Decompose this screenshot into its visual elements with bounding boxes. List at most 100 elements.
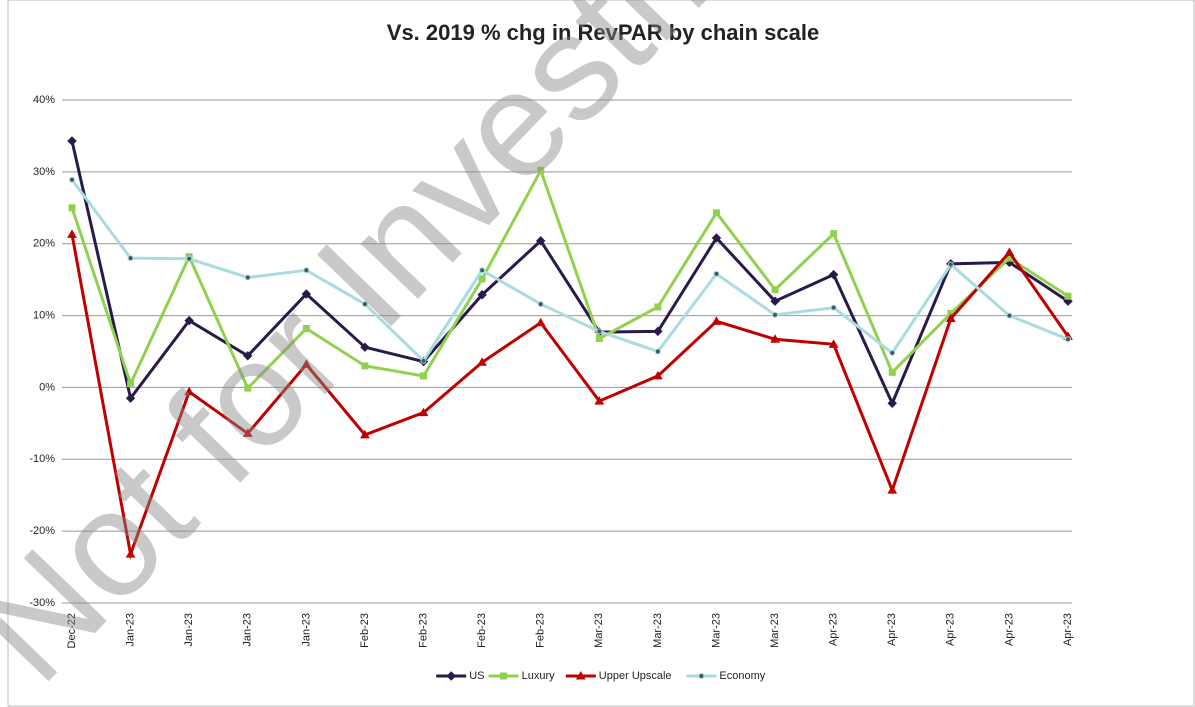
x-tick-label: Apr-23 <box>1062 613 1074 646</box>
x-tick-label: Apr-23 <box>886 613 898 646</box>
x-tick-label: Apr-23 <box>828 613 840 646</box>
series-line <box>70 166 1069 391</box>
point <box>1065 336 1071 343</box>
point <box>360 429 370 439</box>
point <box>713 270 720 277</box>
x-tick-label: Feb-23 <box>417 613 429 648</box>
point <box>478 275 486 283</box>
point <box>500 672 508 680</box>
point <box>127 255 134 262</box>
y-tick-label: 20% <box>33 238 55 250</box>
point <box>711 316 722 325</box>
point <box>575 670 586 680</box>
y-tick-label: 10% <box>33 309 55 321</box>
point <box>772 311 779 318</box>
x-tick-label: Jan-23 <box>300 613 312 647</box>
y-tick-label: 30% <box>33 166 55 178</box>
point <box>654 348 661 355</box>
legend-label: Economy <box>719 670 765 682</box>
point <box>479 267 486 274</box>
y-tick-label: 0% <box>39 381 55 393</box>
x-tick-label: Mar-23 <box>710 613 722 648</box>
x-tick-label: Jan-23 <box>183 613 195 647</box>
legend-label: US <box>469 670 484 682</box>
point <box>361 301 368 308</box>
point <box>698 673 705 679</box>
point <box>184 386 195 396</box>
point <box>301 289 312 299</box>
y-tick-label: -10% <box>29 453 55 465</box>
series-line <box>70 178 1069 364</box>
point <box>595 335 603 343</box>
point <box>301 359 312 368</box>
x-tick-label: Mar-23 <box>652 613 664 648</box>
point <box>770 334 780 343</box>
point <box>1004 247 1015 256</box>
point <box>186 255 193 262</box>
x-tick-label: Feb-23 <box>476 613 488 648</box>
point <box>828 339 839 348</box>
point <box>535 236 546 246</box>
y-tick-label: -20% <box>29 525 55 537</box>
point <box>244 384 252 392</box>
point <box>947 261 954 268</box>
x-tick-label: Dec-22 <box>66 613 78 648</box>
point <box>418 407 429 417</box>
point <box>653 370 663 380</box>
x-tick-label: Jan-23 <box>124 613 136 647</box>
point <box>1006 312 1013 319</box>
chart-title: Vs. 2019 % chg in RevPAR by chain scale <box>387 20 819 45</box>
x-tick-label: Apr-23 <box>945 613 957 646</box>
point <box>184 315 194 326</box>
legend-label: Upper Upscale <box>599 670 672 682</box>
point <box>537 166 545 174</box>
point <box>945 313 956 322</box>
point <box>711 233 722 243</box>
x-tick-label: Jan-23 <box>242 613 254 647</box>
point <box>477 290 487 300</box>
watermark: Not for Investment <box>0 0 914 707</box>
point <box>446 671 456 681</box>
point <box>888 368 896 376</box>
point <box>654 303 662 311</box>
point <box>594 396 605 405</box>
point <box>830 230 838 238</box>
plot: -30% -20% -10% 0% 10% 20% 30% 40% Dec-22 Jan-23 Ja… <box>29 94 1074 682</box>
point <box>771 286 779 294</box>
point <box>420 357 427 364</box>
y-tick-label: -30% <box>29 597 55 609</box>
point <box>243 351 253 361</box>
point <box>477 357 487 366</box>
x-tick-label: Mar-23 <box>769 613 781 648</box>
point <box>887 398 897 408</box>
point <box>830 304 837 311</box>
point <box>360 342 370 352</box>
point <box>887 485 898 494</box>
point <box>535 317 546 327</box>
x-tick-label: Apr-23 <box>1003 613 1015 646</box>
point <box>68 204 76 212</box>
y-tick-label: 40% <box>33 94 55 106</box>
point <box>125 393 136 403</box>
point <box>537 301 544 308</box>
point <box>302 325 310 333</box>
point <box>596 328 603 335</box>
series-line <box>70 234 1070 560</box>
x-tick-label: Feb-23 <box>359 613 371 648</box>
legend-label: Luxury <box>522 670 556 682</box>
point <box>125 549 136 558</box>
point <box>712 209 720 217</box>
point <box>67 136 77 146</box>
point <box>69 176 75 183</box>
point <box>67 229 77 238</box>
x-tick-label: Mar-23 <box>593 613 605 648</box>
point <box>361 362 369 370</box>
point <box>244 274 251 281</box>
point <box>420 372 428 380</box>
point <box>889 349 896 356</box>
point <box>303 267 310 274</box>
x-tick-label: Feb-23 <box>535 613 547 648</box>
point <box>653 326 663 337</box>
point <box>242 428 253 437</box>
